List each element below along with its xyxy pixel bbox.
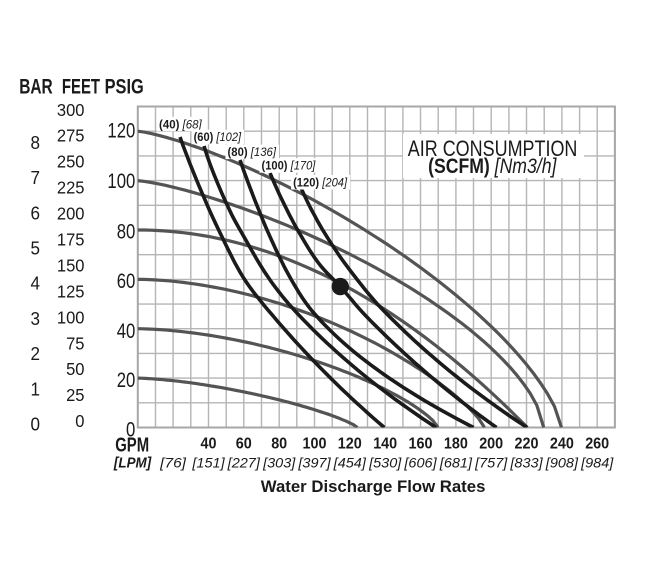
svg-text:PSIG: PSIG [105, 75, 144, 98]
svg-text:(100) [170]: (100) [170] [262, 159, 316, 173]
svg-text:100: 100 [57, 307, 85, 327]
svg-text:300: 300 [57, 100, 85, 120]
svg-text:100: 100 [303, 435, 327, 452]
svg-text:GPM: GPM [115, 435, 149, 457]
svg-text:40: 40 [201, 435, 217, 452]
svg-text:50: 50 [66, 359, 84, 379]
svg-text:225: 225 [57, 178, 85, 198]
svg-text:1: 1 [31, 379, 41, 399]
svg-text:FEET: FEET [62, 75, 100, 98]
svg-text:3: 3 [31, 309, 41, 329]
svg-text:[908]: [908] [545, 455, 579, 471]
svg-text:(40) [68]: (40) [68] [159, 117, 202, 131]
svg-text:[227]: [227] [227, 455, 261, 471]
svg-text:0: 0 [126, 419, 135, 442]
svg-text:(SCFM) [Nm3/h]: (SCFM) [Nm3/h] [428, 155, 557, 178]
svg-text:240: 240 [550, 435, 574, 452]
svg-text:40: 40 [117, 320, 136, 343]
svg-text:7: 7 [31, 168, 41, 188]
svg-text:5: 5 [31, 239, 41, 259]
svg-text:(60) [102]: (60) [102] [194, 130, 242, 144]
svg-text:260: 260 [585, 435, 609, 452]
svg-text:2: 2 [31, 344, 41, 364]
svg-text:150: 150 [57, 255, 85, 275]
svg-text:220: 220 [515, 435, 539, 452]
svg-text:4: 4 [31, 274, 41, 294]
svg-text:75: 75 [66, 333, 84, 353]
svg-text:80: 80 [117, 220, 136, 243]
svg-text:[530]: [530] [368, 455, 402, 471]
svg-text:[984]: [984] [580, 455, 614, 471]
svg-text:[606]: [606] [403, 455, 437, 471]
svg-text:80: 80 [271, 435, 287, 452]
svg-text:275: 275 [57, 126, 85, 146]
svg-text:200: 200 [57, 204, 85, 224]
svg-text:0: 0 [75, 411, 84, 431]
svg-text:250: 250 [57, 152, 85, 172]
svg-text:[151]: [151] [191, 455, 225, 471]
svg-text:140: 140 [373, 435, 397, 452]
svg-text:180: 180 [444, 435, 468, 452]
svg-text:160: 160 [409, 435, 433, 452]
svg-text:BAR: BAR [19, 75, 53, 98]
svg-text:AIR CONSUMPTION: AIR CONSUMPTION [408, 136, 578, 161]
svg-text:[76]: [76] [159, 455, 187, 471]
svg-text:[303]: [303] [262, 455, 296, 471]
svg-text:25: 25 [66, 385, 84, 405]
svg-text:[LPM]: [LPM] [113, 455, 152, 472]
svg-text:200: 200 [479, 435, 503, 452]
svg-text:[833]: [833] [509, 455, 543, 471]
svg-text:(80) [136]: (80) [136] [228, 145, 277, 159]
svg-text:[454]: [454] [333, 455, 367, 471]
svg-text:125: 125 [57, 281, 85, 301]
svg-text:120: 120 [338, 435, 362, 452]
svg-text:0: 0 [31, 415, 41, 435]
svg-text:120: 120 [107, 119, 135, 142]
svg-text:60: 60 [236, 435, 252, 452]
svg-text:8: 8 [31, 133, 41, 153]
svg-text:(120) [204]: (120) [204] [293, 176, 348, 190]
svg-text:20: 20 [117, 369, 136, 392]
svg-text:Water Discharge Flow Rates: Water Discharge Flow Rates [261, 478, 486, 496]
svg-text:[681]: [681] [439, 455, 473, 471]
svg-text:6: 6 [31, 203, 41, 223]
svg-text:[397]: [397] [297, 455, 331, 471]
svg-text:175: 175 [57, 230, 85, 250]
svg-text:[757]: [757] [474, 455, 508, 471]
svg-text:60: 60 [117, 270, 136, 293]
svg-text:100: 100 [107, 170, 135, 193]
